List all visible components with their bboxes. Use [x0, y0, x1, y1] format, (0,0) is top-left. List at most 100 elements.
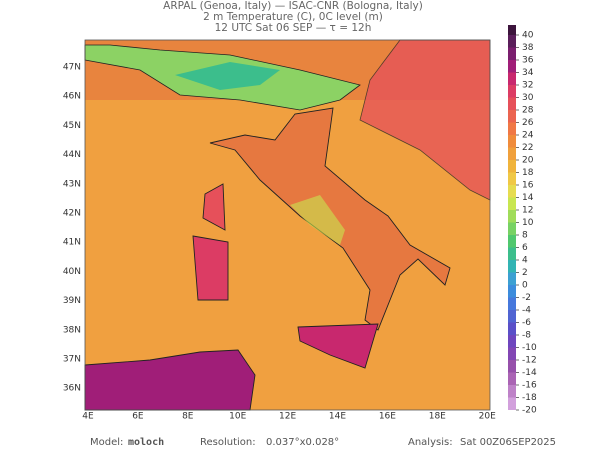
colorbar-top [508, 25, 516, 35]
header-line: 12 UTC Sat 06 SEP — τ = 12h [215, 22, 372, 34]
colorbar-label: 26 [522, 118, 534, 128]
colorbar-bin [508, 47, 516, 60]
colorbar-label: 40 [522, 31, 534, 41]
colorbar-label: 14 [522, 193, 534, 203]
lon-label: 14E [329, 412, 346, 422]
colorbar-label: -10 [522, 343, 537, 353]
colorbar-label: -20 [522, 406, 537, 416]
colorbar-bin [508, 172, 516, 185]
lat-label: 47N [63, 63, 81, 73]
lat-label: 45N [63, 121, 81, 131]
colorbar-label: 18 [522, 168, 534, 178]
header-line: ARPAL (Genoa, Italy) — ISAC-CNR (Bologna… [163, 0, 423, 12]
colorbar-bin [508, 135, 516, 148]
colorbar-label: 34 [522, 68, 534, 78]
colorbar-bin [508, 360, 516, 373]
lat-label: 43N [63, 179, 81, 189]
alps-high [175, 62, 280, 90]
lon-label: 20E [479, 412, 496, 422]
lon-label: 16E [379, 412, 396, 422]
footer-label: Resolution: [200, 437, 256, 448]
colorbar-bin [508, 272, 516, 285]
colorbar-bin [508, 122, 516, 135]
lat-label: 39N [63, 296, 81, 306]
sicily [297, 323, 379, 369]
colorbar-label: 24 [522, 131, 534, 141]
colorbar-bin [508, 97, 516, 110]
colorbar-label: 28 [522, 106, 534, 116]
colorbar-bin [508, 85, 516, 98]
colorbar-bin [508, 147, 516, 160]
colorbar-label: 30 [522, 93, 534, 103]
lat-label: 36N [63, 384, 81, 394]
colorbar-label: -12 [522, 356, 537, 366]
colorbar-bin [508, 35, 516, 48]
colorbar-bin [508, 347, 516, 360]
colorbar-label: 0 [522, 281, 528, 291]
colorbar-label: 4 [522, 256, 528, 266]
colorbar-label: 6 [522, 243, 528, 253]
lon-label: 4E [82, 412, 94, 422]
colorbar-bin [508, 297, 516, 310]
footer-value: Sat 00Z06SEP2025 [460, 437, 556, 448]
colorbar-bin [508, 222, 516, 235]
colorbar-label: 22 [522, 143, 533, 153]
colorbar-label: 12 [522, 206, 533, 216]
apennines [290, 195, 345, 245]
colorbar-bin [508, 72, 516, 85]
colorbar-bin [508, 160, 516, 173]
colorbar-label: 20 [522, 156, 534, 166]
lat-label: 42N [63, 209, 81, 219]
colorbar-label: 38 [522, 43, 534, 53]
lon-label: 18E [429, 412, 446, 422]
colorbar-label: 10 [522, 218, 534, 228]
lat-label: 37N [63, 355, 81, 365]
map [84, 39, 491, 411]
colorbar-label: -2 [522, 293, 531, 303]
map-frame [84, 39, 491, 411]
lon-label: 12E [279, 412, 296, 422]
colorbar-bin [508, 110, 516, 123]
colorbar-label: -6 [522, 318, 531, 328]
colorbar-bin [508, 210, 516, 223]
colorbar-label: -16 [522, 381, 537, 391]
lat-label: 41N [63, 238, 81, 248]
colorbar-bin [508, 260, 516, 273]
lat-label: 38N [63, 325, 81, 335]
colorbar-bin [508, 185, 516, 198]
footer-value: moloch [128, 437, 164, 448]
colorbar-bin [508, 310, 516, 323]
colorbar-label: -14 [522, 368, 537, 378]
lon-label: 10E [229, 412, 246, 422]
footer-value: 0.037°x0.028° [266, 437, 339, 448]
lat-label: 46N [63, 92, 81, 102]
lat-label: 44N [63, 150, 81, 160]
colorbar-bin [508, 60, 516, 73]
colorbar-bin [508, 285, 516, 298]
colorbar-bin [508, 235, 516, 248]
footer-label: Analysis: [408, 437, 453, 448]
lat-label: 40N [63, 267, 81, 277]
lon-label: 8E [182, 412, 194, 422]
colorbar-label: 2 [522, 268, 528, 278]
colorbar-bin [508, 372, 516, 385]
corsica [202, 183, 226, 231]
colorbar-bin [508, 322, 516, 335]
colorbar-label: -18 [522, 393, 537, 403]
colorbar-bin [508, 385, 516, 398]
colorbar-label: 36 [522, 56, 534, 66]
sardinia [192, 235, 229, 301]
colorbar-bin [508, 335, 516, 348]
colorbar-label: 16 [522, 181, 534, 191]
colorbar-label: 32 [522, 81, 533, 91]
colorbar-bin [508, 247, 516, 260]
colorbar-label: -4 [522, 306, 531, 316]
colorbar-label: 8 [522, 231, 528, 241]
footer-label: Model: [90, 437, 123, 448]
header-line: 2 m Temperature (C), 0C level (m) [203, 11, 383, 23]
colorbar-bin [508, 397, 516, 410]
colorbar-label: -8 [522, 331, 531, 341]
colorbar-bin [508, 197, 516, 210]
lon-label: 6E [132, 412, 144, 422]
